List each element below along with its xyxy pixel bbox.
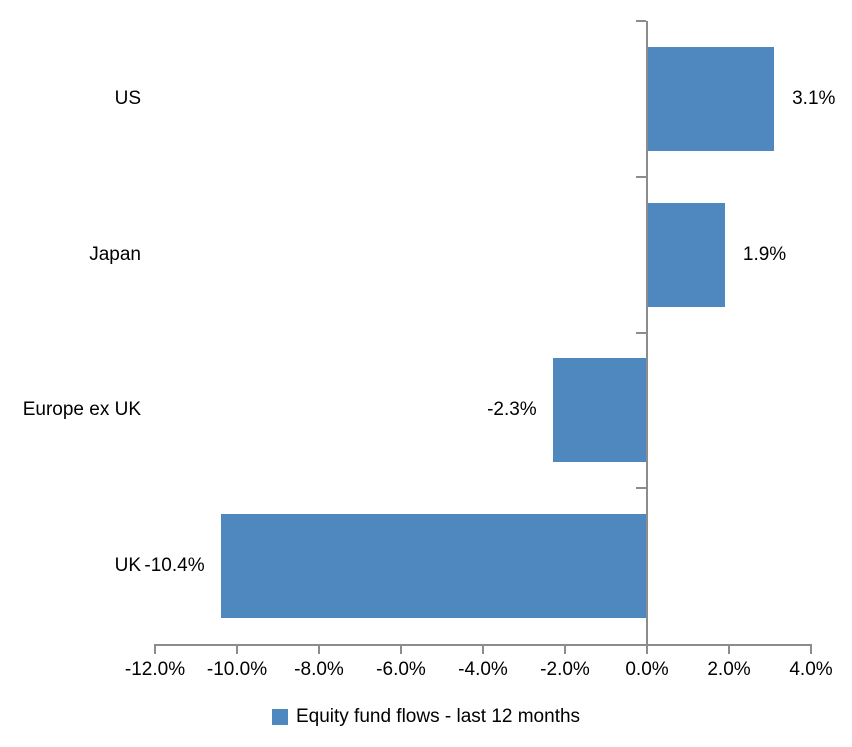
x-tick-label: -12.0% [124, 659, 186, 680]
x-axis-tick [318, 644, 320, 654]
x-axis-tick [810, 644, 812, 654]
legend: Equity fund flows - last 12 months [0, 706, 852, 728]
x-axis-tick [400, 644, 402, 654]
y-axis-tick [636, 20, 646, 22]
x-axis-tick [236, 644, 238, 654]
bar-data-label: -2.3% [487, 399, 537, 421]
bar [220, 514, 647, 619]
x-axis-tick [564, 644, 566, 654]
bar-data-label: -10.4% [144, 555, 205, 577]
legend-label: Equity fund flows - last 12 months [295, 706, 581, 727]
x-tick-label: 4.0% [789, 659, 833, 680]
category-label: Japan [89, 243, 141, 265]
category-label: US [114, 87, 141, 109]
category-label: Europe ex UK [22, 399, 141, 421]
x-axis-tick [728, 644, 730, 654]
y-axis-line [646, 21, 648, 654]
x-tick-label: -2.0% [540, 659, 590, 680]
x-tick-label: -6.0% [376, 659, 426, 680]
bar [552, 358, 647, 463]
x-tick-label: -4.0% [458, 659, 508, 680]
category-label: UK [114, 555, 141, 577]
y-axis-tick [636, 331, 646, 334]
legend-swatch-icon [271, 709, 288, 725]
bar [647, 46, 775, 151]
bar-data-label: 3.1% [792, 87, 836, 109]
y-axis-tick [636, 487, 646, 490]
x-tick-label: 0.0% [625, 659, 669, 680]
bar [647, 202, 725, 307]
x-axis-tick [482, 644, 484, 654]
x-tick-label: -10.0% [206, 659, 268, 680]
x-axis-tick [154, 644, 156, 654]
bar-data-label: 1.9% [742, 243, 787, 265]
y-axis-tick [636, 175, 646, 178]
x-tick-label: -8.0% [294, 659, 344, 680]
x-tick-label: 2.0% [707, 659, 751, 680]
